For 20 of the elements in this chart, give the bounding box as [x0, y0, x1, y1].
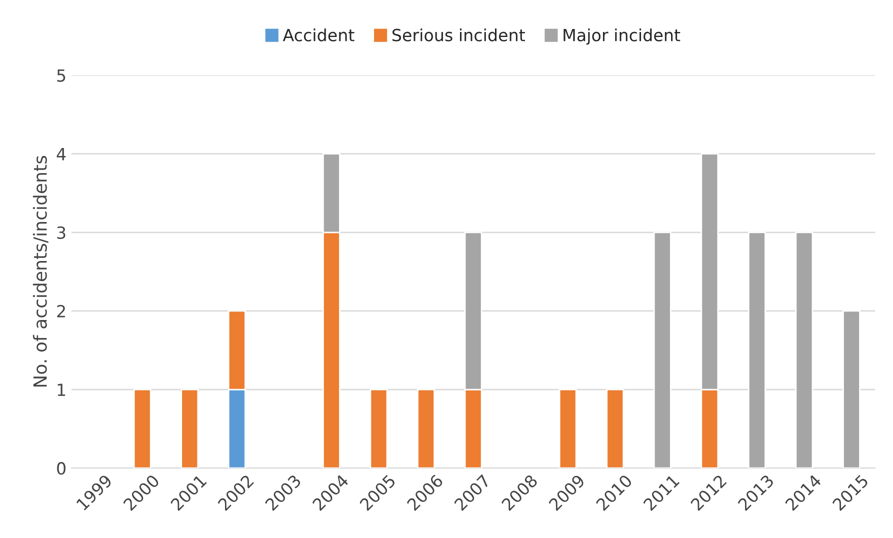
bar — [606, 388, 624, 468]
bar — [180, 388, 199, 468]
bar — [748, 232, 766, 468]
y-tick-label: 2 — [57, 304, 65, 318]
legend-label: Major incident — [564, 28, 680, 45]
bar — [842, 310, 860, 468]
bar — [653, 232, 672, 468]
y-tick-label: 3 — [57, 226, 66, 239]
y-axis-title: No. of accidents/incidents — [32, 156, 48, 387]
legend-label: Serious incident — [392, 28, 525, 42]
bar — [558, 388, 577, 468]
y-tick-label: 1 — [58, 384, 66, 396]
bar — [417, 388, 435, 468]
legend-label: Accident — [282, 28, 354, 42]
bar — [370, 388, 388, 468]
y-tick-label: 5 — [57, 70, 66, 82]
bar — [795, 232, 814, 468]
bar — [133, 388, 152, 468]
y-tick-label: 0 — [57, 462, 66, 475]
y-tick-label: 4 — [56, 148, 66, 160]
